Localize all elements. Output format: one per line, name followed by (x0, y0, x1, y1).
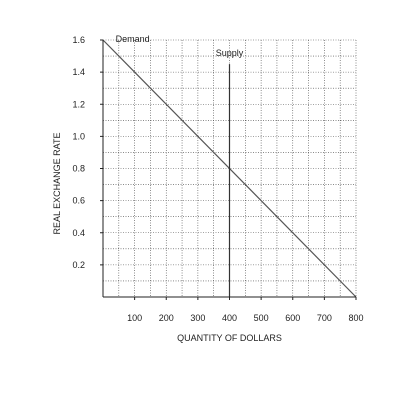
tick-labels: 0.2 0.4 0.6 0.8 1.0 1.2 1.4 1.6 100 200 300 400 500 6… (72, 35, 363, 323)
x-tick-label: 100 (127, 313, 142, 323)
supply-label: Supply (216, 48, 244, 58)
x-axis-title: QUANTITY OF DOLLARS (177, 333, 282, 343)
x-tick-label: 400 (222, 313, 237, 323)
x-tick-label: 700 (317, 313, 332, 323)
demand-label: Demand (116, 34, 150, 44)
x-tick-label: 200 (159, 313, 174, 323)
x-tick-label: 800 (348, 313, 363, 323)
x-tick-label: 600 (285, 313, 300, 323)
y-tick-label: 0.4 (72, 228, 85, 238)
y-tick-label: 0.6 (72, 196, 85, 206)
series-labels: Demand Supply (116, 34, 244, 58)
series (102, 39, 357, 298)
y-tick-label: 1.0 (72, 131, 85, 141)
y-tick-label: 1.2 (72, 99, 85, 109)
y-tick-label: 0.2 (72, 260, 85, 270)
y-tick-label: 1.6 (72, 35, 85, 45)
x-tick-label: 300 (190, 313, 205, 323)
y-axis-title: REAL EXCHANGE RATE (52, 132, 62, 234)
y-tick-label: 1.4 (72, 67, 85, 77)
y-tick-label: 0.8 (72, 164, 85, 174)
x-tick-label: 500 (254, 313, 269, 323)
